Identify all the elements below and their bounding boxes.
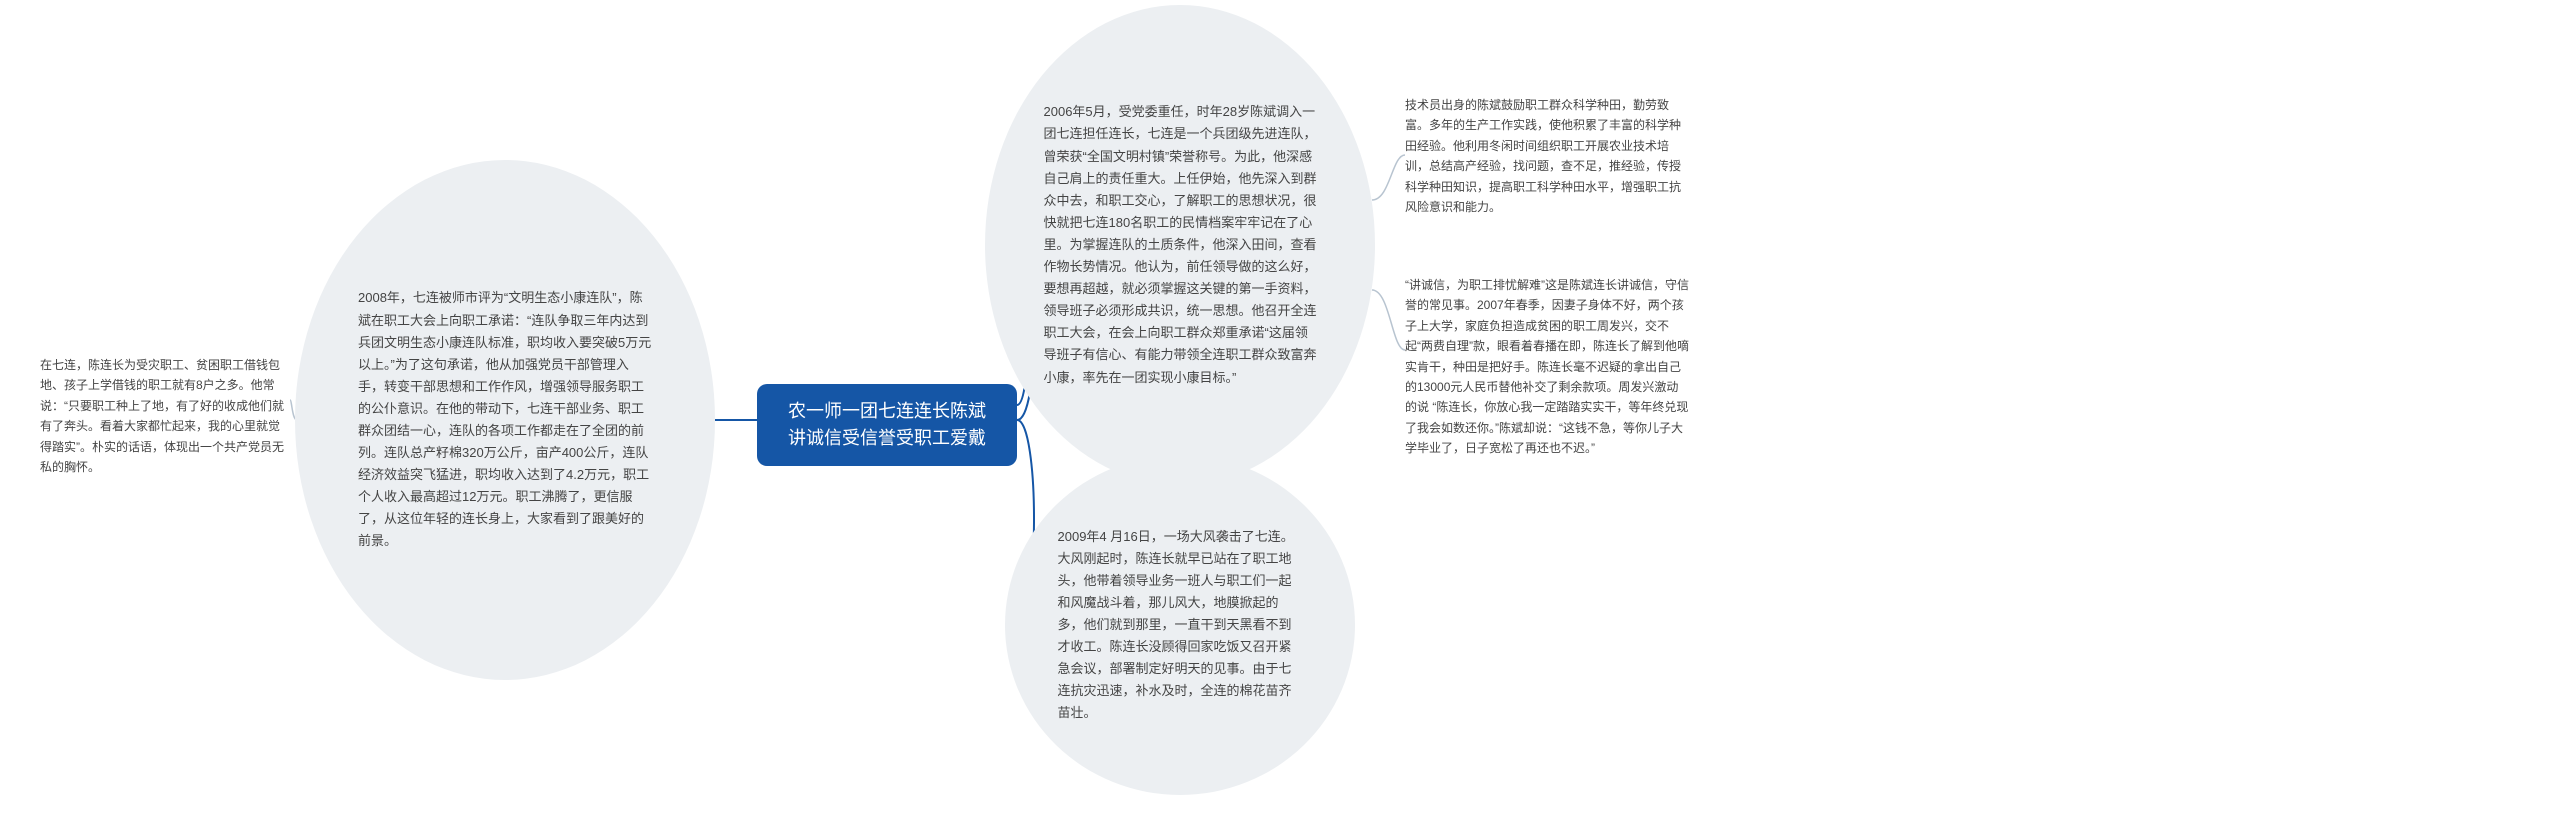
central-topic: 农一师一团七连连长陈斌 讲诚信受信誉受职工爱戴	[757, 384, 1017, 466]
node-2009-windstorm: 2009年4 月16日，一场大风袭击了七连。大风刚起时，陈连长就早已站在了职工地…	[1005, 455, 1355, 795]
node-2008-text: 2008年，七连被师市评为“文明生态小康连队”，陈斌在职工大会上向职工承诺：“连…	[358, 287, 652, 552]
node-2006-text: 2006年5月，受党委重任，时年28岁陈斌调入一团七连担任连长，七连是一个兵团级…	[1044, 101, 1317, 388]
note-agri-training: 技术员出身的陈斌鼓励职工群众科学种田，勤劳致富。多年的生产工作实践，使他积累了丰…	[1405, 95, 1690, 217]
central-line1: 农一师一团七连连长陈斌	[788, 401, 986, 421]
node-2006-appointment: 2006年5月，受党委重任，时年28岁陈斌调入一团七连担任连长，七连是一个兵团级…	[985, 5, 1375, 485]
note-integrity-story: “讲诚信，为职工排忧解难”这是陈斌连长讲诚信，守信誉的常见事。2007年春季，因…	[1405, 275, 1690, 459]
node-2009-text: 2009年4 月16日，一场大风袭击了七连。大风刚起时，陈连长就早已站在了职工地…	[1058, 526, 1303, 725]
central-line2: 讲诚信受信誉受职工爱戴	[788, 428, 986, 448]
node-2008-achievements: 2008年，七连被师市评为“文明生态小康连队”，陈斌在职工大会上向职工承诺：“连…	[295, 160, 715, 680]
note-borrowing-money: 在七连，陈连长为受灾职工、贫困职工借钱包地、孩子上学借钱的职工就有8户之多。他常…	[40, 355, 290, 477]
